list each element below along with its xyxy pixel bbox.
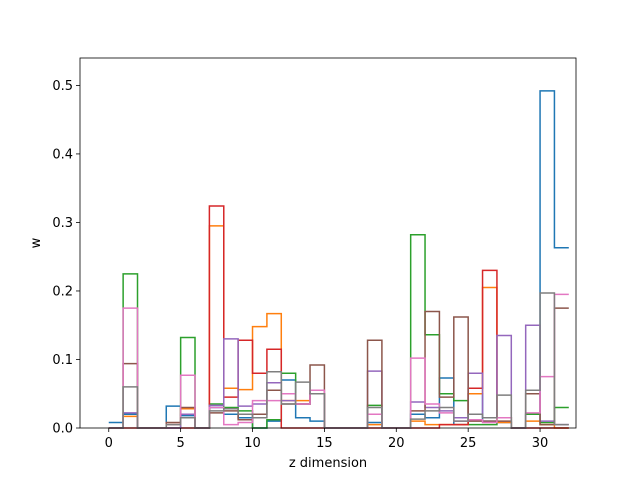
y-axis-label: w xyxy=(29,237,44,248)
y-tick-label: 0.2 xyxy=(52,284,73,299)
axes-layer: 0 5 10 15 20 25 30 0.0 0.1 0.2 0.3 0.4 0.5 xyxy=(52,57,577,451)
y-tick-label: 0.5 xyxy=(52,79,73,94)
x-tick-label: 10 xyxy=(244,436,261,451)
x-tick-label: 15 xyxy=(316,436,333,451)
y-tick-label: 0.1 xyxy=(52,353,73,368)
x-tick-label: 5 xyxy=(176,436,184,451)
x-tick-label: 30 xyxy=(532,436,549,451)
y-tick-label: 0.4 xyxy=(52,147,73,162)
x-tick-label: 20 xyxy=(388,436,405,451)
y-tick-label: 0.0 xyxy=(52,422,73,437)
x-tick-label: 25 xyxy=(460,436,477,451)
x-axis-label: z dimension xyxy=(289,456,367,471)
plot-background xyxy=(80,58,576,428)
x-tick-label: 0 xyxy=(105,436,113,451)
y-tick-label: 0.3 xyxy=(52,216,73,231)
plot-frame xyxy=(79,57,577,429)
